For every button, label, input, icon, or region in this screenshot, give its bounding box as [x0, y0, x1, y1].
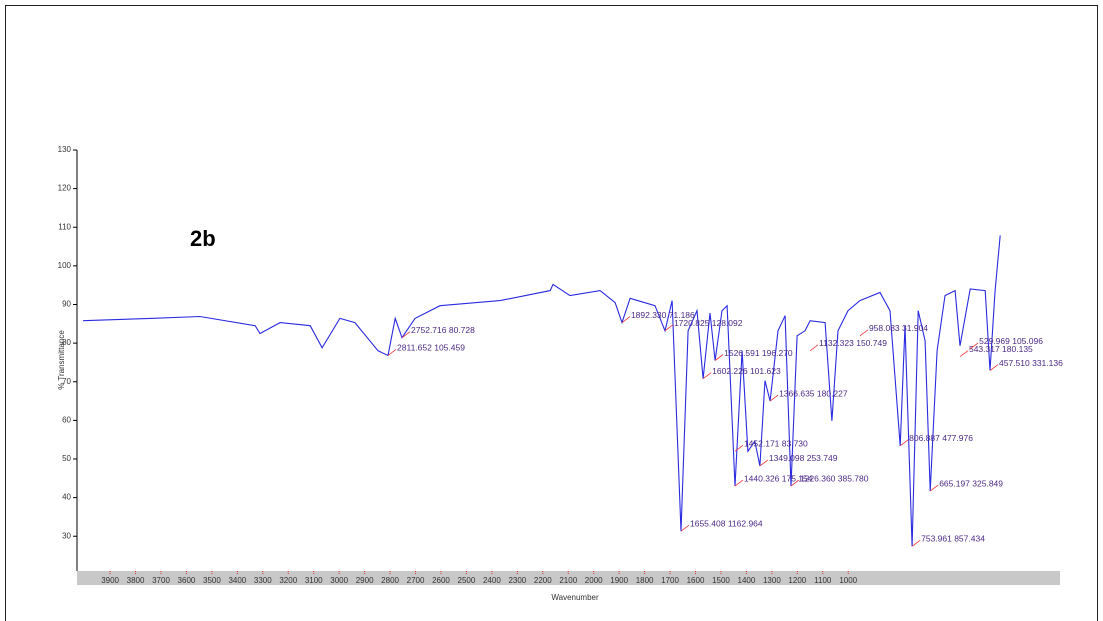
annotation: 806.887 477.976 [909, 433, 973, 443]
y-tick-label: 40 [62, 493, 71, 502]
annotation-leader [859, 329, 869, 337]
annotation: 665.197 325.849 [939, 478, 1003, 488]
x-tick-label: 1700 [661, 576, 679, 585]
annotation-leader [387, 349, 397, 356]
annotation: 457.510 331.136 [999, 358, 1063, 368]
x-tick-label: 1300 [763, 576, 781, 585]
x-tick-label: 2600 [432, 576, 450, 585]
x-axis-band [77, 571, 1060, 585]
annotation-leader [899, 439, 909, 447]
annotation-leader [714, 354, 724, 361]
annotation-leader [989, 364, 999, 371]
x-tick-label: 1400 [738, 576, 756, 585]
x-tick-label: 3100 [305, 576, 323, 585]
x-tick-label: 1000 [839, 576, 857, 585]
x-tick-label: 1800 [636, 576, 654, 585]
annotation: 1132.323 150.749 [819, 338, 887, 348]
x-tick-label: 2800 [381, 576, 399, 585]
y-tick-label: 60 [62, 415, 71, 424]
annotation-leader [734, 479, 744, 487]
x-tick-label: 3500 [203, 576, 221, 585]
annotation: 1526.591 196.270 [724, 348, 793, 358]
x-axis-label: Wavenumber [551, 593, 599, 602]
annotation: 1366.635 180.227 [779, 388, 848, 398]
x-tick-label: 2100 [559, 576, 577, 585]
y-tick-label: 30 [62, 531, 71, 540]
annotation-leader [969, 342, 979, 350]
x-tick-label: 3200 [279, 576, 297, 585]
x-tick-label: 2000 [585, 576, 603, 585]
annotation-leader [702, 372, 712, 379]
y-tick-label: 110 [58, 222, 71, 231]
x-tick-label: 1900 [610, 576, 628, 585]
x-tick-label: 2400 [483, 576, 501, 585]
x-tick-label: 1200 [788, 576, 806, 585]
y-tick-label: 90 [62, 300, 71, 309]
annotation-leader [769, 394, 779, 402]
annotation-leader [401, 331, 411, 339]
annotation: 1349.098 253.749 [769, 453, 838, 463]
y-tick-label: 50 [62, 454, 71, 463]
frame [5, 5, 1098, 621]
annotation-leader [680, 524, 690, 532]
annotation-leader [929, 484, 939, 492]
chart-title: 2b [190, 226, 216, 251]
annotation: 1226.360 385.780 [800, 473, 869, 483]
x-tick-label: 1100 [814, 576, 832, 585]
spectrum-line [83, 235, 1001, 547]
x-tick-label: 3400 [228, 576, 246, 585]
x-tick-label: 3800 [127, 576, 145, 585]
y-tick-label: 80 [62, 338, 71, 347]
x-tick-label: 1600 [687, 576, 705, 585]
y-tick-label: 120 [58, 184, 72, 193]
annotation: 1655.408 1162.964 [690, 518, 763, 528]
annotation: 2811.652 105.459 [397, 343, 465, 353]
annotation-leader [809, 344, 819, 352]
x-tick-label: 2700 [407, 576, 425, 585]
annotation-leader [621, 316, 631, 323]
annotation-leader [911, 539, 921, 547]
annotation: 1892.330 71.186 [631, 310, 695, 320]
x-tick-label: 3900 [101, 576, 119, 585]
annotation: 529.969 105.096 [979, 336, 1043, 346]
annotation: 1440.326 175.154 [744, 473, 813, 483]
annotation-leader [734, 444, 744, 452]
y-tick-label: 70 [62, 377, 71, 386]
x-tick-label: 3000 [330, 576, 348, 585]
x-tick-label: 3600 [178, 576, 196, 585]
x-tick-label: 2500 [458, 576, 476, 585]
annotation: 958.083 31.904 [869, 323, 928, 333]
annotation: 1720.825 128.092 [674, 318, 743, 328]
annotation-leader [959, 350, 969, 357]
annotation: 543.317 180.135 [969, 344, 1033, 354]
x-tick-label: 1500 [712, 576, 730, 585]
annotation-leader [790, 479, 800, 487]
x-tick-label: 2300 [508, 576, 526, 585]
y-axis-label: % Transmittance [57, 330, 66, 390]
x-tick-label: 2200 [534, 576, 552, 585]
x-tick-label: 2900 [356, 576, 374, 585]
x-tick-label: 3700 [152, 576, 170, 585]
y-tick-label: 130 [58, 145, 72, 154]
annotation: 1452.171 83.730 [744, 439, 808, 449]
annotation-leader [759, 459, 769, 467]
annotation: 753.961 857.434 [921, 534, 985, 544]
annotation-leader [664, 324, 674, 332]
annotation: 2752.716 80.728 [411, 325, 475, 335]
annotation: 1602.226 101.623 [712, 366, 781, 376]
x-tick-label: 3300 [254, 576, 272, 585]
y-tick-label: 100 [58, 261, 72, 270]
